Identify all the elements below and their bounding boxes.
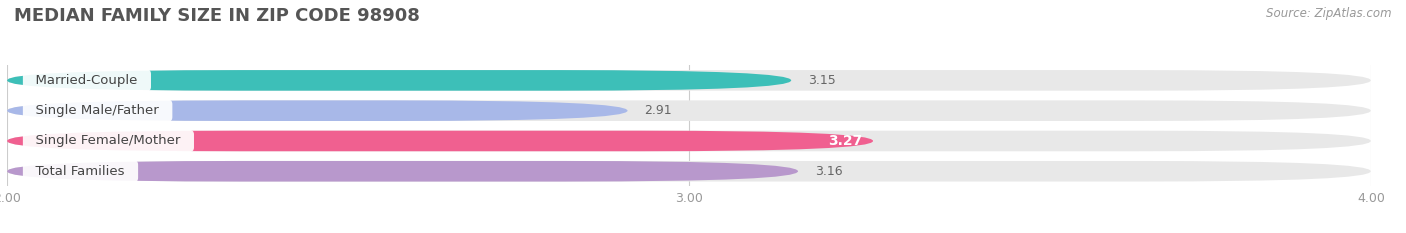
Text: Single Male/Father: Single Male/Father bbox=[28, 104, 167, 117]
FancyBboxPatch shape bbox=[7, 100, 627, 121]
Text: MEDIAN FAMILY SIZE IN ZIP CODE 98908: MEDIAN FAMILY SIZE IN ZIP CODE 98908 bbox=[14, 7, 420, 25]
FancyBboxPatch shape bbox=[7, 131, 873, 151]
Text: Source: ZipAtlas.com: Source: ZipAtlas.com bbox=[1267, 7, 1392, 20]
FancyBboxPatch shape bbox=[7, 100, 1371, 121]
Text: 3.27: 3.27 bbox=[828, 134, 863, 148]
Text: 3.15: 3.15 bbox=[808, 74, 837, 87]
Text: 2.91: 2.91 bbox=[644, 104, 672, 117]
Text: Married-Couple: Married-Couple bbox=[28, 74, 146, 87]
Text: Single Female/Mother: Single Female/Mother bbox=[28, 134, 190, 147]
Text: Total Families: Total Families bbox=[28, 165, 134, 178]
FancyBboxPatch shape bbox=[7, 131, 1371, 151]
FancyBboxPatch shape bbox=[7, 161, 1371, 182]
Text: 3.16: 3.16 bbox=[815, 165, 842, 178]
FancyBboxPatch shape bbox=[7, 70, 1371, 91]
FancyBboxPatch shape bbox=[7, 161, 799, 182]
FancyBboxPatch shape bbox=[7, 70, 792, 91]
